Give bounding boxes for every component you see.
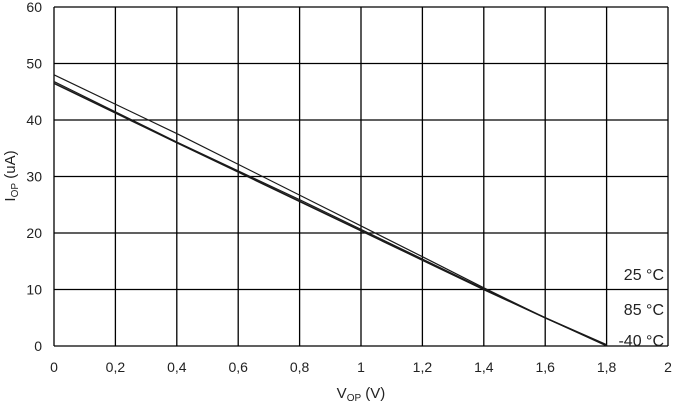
y-tick-label: 60 [26, 0, 42, 15]
series-labels: 25 °C 85 °C -40 °C [618, 267, 664, 350]
series-label: 85 °C [624, 302, 664, 319]
y-tick-label: 50 [26, 56, 42, 72]
series-label: -40 °C [618, 333, 664, 350]
grid [53, 6, 669, 347]
y-axis-title: IOP (uA) [2, 150, 21, 201]
x-tick-label: 2 [664, 359, 672, 375]
x-tick-label: 1,2 [413, 359, 433, 375]
series-lines [53, 74, 607, 347]
x-tick-label: 0,8 [290, 359, 310, 375]
x-tick-label: 1,4 [474, 359, 494, 375]
y-tick-label: 30 [26, 169, 42, 185]
x-tick-labels: 0 0,2 0,4 0,6 0,8 1 1,2 1,4 1,6 1,8 2 [50, 359, 672, 375]
x-tick-label: 1,8 [597, 359, 617, 375]
series-label: 25 °C [624, 267, 664, 284]
x-tick-label: 0,4 [167, 359, 187, 375]
y-tick-label: 10 [26, 282, 42, 298]
x-tick-label: 0,2 [106, 359, 126, 375]
y-tick-labels: 0 10 20 30 40 50 60 [26, 0, 42, 354]
y-tick-label: 0 [34, 338, 42, 354]
x-tick-label: 1,6 [535, 359, 555, 375]
x-tick-label: 0 [50, 359, 58, 375]
x-axis-title: VOP (V) [337, 385, 386, 404]
x-tick-label: 1 [357, 359, 365, 375]
x-tick-label: 0,6 [228, 359, 248, 375]
y-tick-label: 20 [26, 225, 42, 241]
series-line [53, 74, 607, 347]
y-tick-label: 40 [26, 112, 42, 128]
